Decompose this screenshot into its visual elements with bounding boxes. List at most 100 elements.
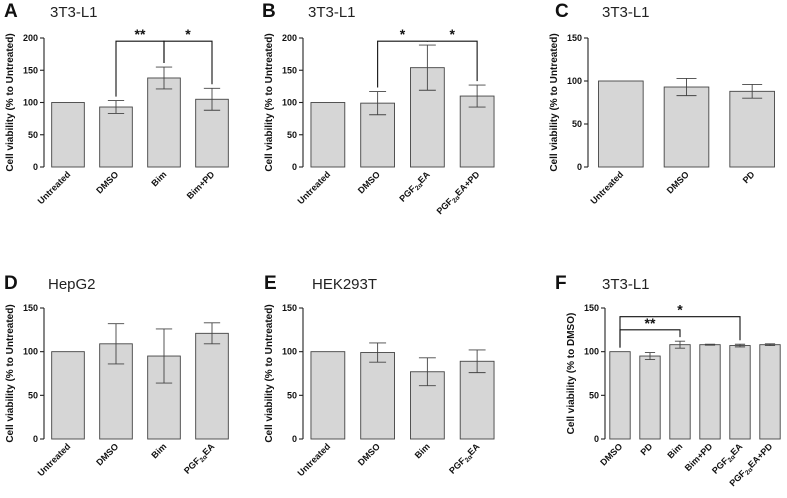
y-tick-label: 0 (577, 162, 582, 172)
bar (195, 332, 229, 440)
x-category-label: DMSO (598, 441, 624, 467)
category-subscript: 2α (451, 194, 461, 204)
panel-title: HEK293T (312, 276, 377, 293)
category-text: Untreated (36, 169, 73, 206)
error-bar (418, 357, 436, 387)
y-tick-label: 0 (33, 434, 38, 444)
y-tick-label: 0 (594, 434, 599, 444)
y-tick-label: 100 (282, 98, 297, 108)
x-category-label: Untreated (36, 441, 73, 478)
error-bar (369, 342, 387, 363)
category-text: DMSO (665, 169, 691, 195)
y-tick-label: 0 (292, 162, 297, 172)
x-category-label: Bim (149, 441, 168, 460)
significance-bracket (163, 40, 213, 85)
bar (410, 67, 445, 168)
x-category-label: DMSO (94, 441, 120, 467)
panel-c: C 3T3-L1 Cell viability (% to Untreated) 0 5… (549, 1, 775, 206)
error-bar (107, 100, 125, 114)
error-bar (734, 343, 746, 348)
panel-e: E HEK293T Cell viability (% to Untreated) 0… (264, 273, 495, 478)
bar (598, 80, 644, 168)
significance-label: ** (645, 315, 656, 331)
y-tick-label: 150 (282, 303, 297, 313)
panel-d: D HepG2 Cell viability (% to Untreated) 0 50… (4, 273, 229, 478)
category-tail: EA+PD (746, 441, 775, 470)
error-bar (155, 328, 173, 384)
y-axis-label: Cell viability (% to Untreated) (264, 304, 275, 442)
y-tick-label: 50 (572, 119, 582, 129)
category-text: Bim (149, 441, 168, 460)
bar (729, 345, 751, 440)
x-category-label: PGF2αEA+PD (435, 169, 484, 218)
significance-label: * (185, 26, 191, 42)
category-text: PD (638, 441, 654, 457)
panel-letter: D (4, 273, 18, 294)
y-tick-label: 150 (584, 303, 599, 313)
panel-title: 3T3-L1 (602, 276, 650, 293)
x-category-label: Bim (149, 169, 168, 188)
significance-label: * (400, 26, 406, 42)
y-tick-label: 150 (567, 33, 582, 43)
error-bar (676, 77, 697, 97)
y-tick-label: 150 (282, 65, 297, 75)
panel-title: 3T3-L1 (50, 4, 98, 21)
x-category-label: DMSO (665, 169, 691, 195)
x-category-label: Untreated (36, 169, 73, 206)
x-category-label: Untreated (296, 169, 333, 206)
error-bar (203, 322, 221, 345)
x-category-label: PGF2αEA (397, 169, 433, 205)
category-text: Bim+PD (185, 169, 217, 201)
y-axis-label: Cell viability (% to Untreated) (264, 33, 275, 171)
category-text: Bim (665, 441, 684, 460)
error-bar (468, 349, 486, 374)
category-subscript: 2α (727, 454, 737, 464)
error-bar (107, 323, 125, 365)
y-tick-label: 50 (287, 390, 297, 400)
bar (459, 95, 495, 168)
y-tick-label: 50 (287, 130, 297, 140)
significance-bracket (619, 316, 741, 348)
category-subscript: 2α (199, 454, 209, 464)
x-category-label: Untreated (588, 169, 625, 206)
category-text: Bim (413, 441, 432, 460)
bar (669, 344, 691, 440)
error-bar (468, 84, 486, 108)
x-category-label: PD (638, 441, 654, 457)
error-bar (742, 83, 763, 99)
y-tick-label: 50 (589, 390, 599, 400)
y-tick-label: 200 (23, 33, 38, 43)
category-text: DMSO (356, 441, 382, 467)
error-bar (644, 352, 656, 360)
significance-bracket (426, 40, 478, 82)
bar (310, 102, 346, 168)
error-bar (155, 66, 173, 90)
category-subscript: 2α (464, 454, 474, 464)
error-bar (704, 343, 716, 346)
error-bar (674, 340, 686, 349)
y-axis-label: Cell viability (% to Untreated) (5, 33, 16, 171)
bar (99, 106, 133, 168)
significance-label: * (677, 302, 683, 318)
panel-letter: C (555, 1, 569, 22)
y-tick-label: 100 (567, 76, 582, 86)
x-category-label: PD (741, 169, 757, 185)
bar (310, 351, 346, 440)
category-text: Untreated (296, 441, 333, 478)
x-category-label: DMSO (94, 169, 120, 195)
x-category-label: Bim (413, 441, 432, 460)
y-tick-label: 50 (28, 130, 38, 140)
y-tick-label: 100 (23, 98, 38, 108)
y-tick-label: 0 (292, 434, 297, 444)
panel-title: HepG2 (48, 276, 96, 293)
error-bar (203, 87, 221, 111)
category-text: DMSO (94, 441, 120, 467)
error-bar (764, 343, 776, 347)
category-subscript: 2α (414, 182, 424, 192)
x-category-label: PGF2αEA (182, 441, 218, 477)
error-bar (369, 91, 387, 116)
y-tick-label: 150 (23, 303, 38, 313)
x-category-label: Bim+PD (185, 169, 217, 201)
y-tick-label: 0 (33, 162, 38, 172)
